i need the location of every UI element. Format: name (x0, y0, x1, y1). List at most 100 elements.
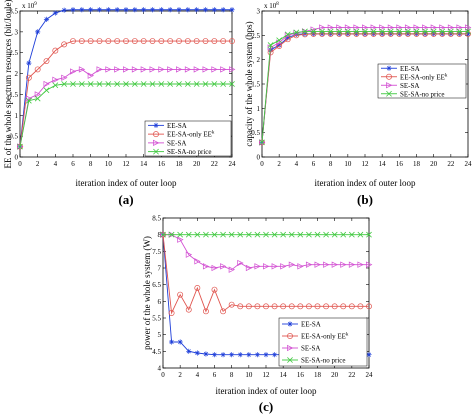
chart-2-ytick-label: 7 (158, 265, 162, 273)
chart-2-series-2 (160, 231, 373, 273)
chart-0-ytick-label: 3 (15, 28, 19, 36)
chart-0-xtick-label: 18 (176, 160, 184, 168)
chart-0-series-1-point (70, 38, 76, 44)
chart-2-series-1-point (237, 303, 244, 310)
chart-1-y-exponent: 8 (276, 2, 279, 7)
chart-2-series-3-point (228, 231, 235, 238)
chart-2-ytick-label: 5 (158, 331, 162, 339)
chart-1-series-1-line (261, 33, 468, 143)
chart-0-series-0-point (194, 7, 200, 13)
chart-0-series-3-point (105, 81, 112, 87)
chart-0-ytick-label: 2.5 (9, 49, 18, 57)
chart-1-series-3-point (259, 139, 265, 146)
chart-2-series-0-point (263, 352, 269, 358)
chart-0-series-3-point (34, 95, 41, 102)
chart-0-series-1-point (131, 38, 138, 44)
chart-1-series-3-point (430, 28, 437, 35)
chart-2-series-1-point (263, 303, 269, 310)
chart-0-legend-entry-3: SE-SA-no price (167, 148, 212, 156)
chart-2-series-1-point (211, 286, 218, 293)
chart-2-series-2-point (348, 261, 356, 268)
chart-2-series-3-point (220, 231, 226, 238)
chart-2-series-2-point (202, 263, 210, 270)
chart-0-series-3-point (202, 81, 209, 87)
chart-0-series-1-point (184, 38, 191, 44)
chart-2-ytick-label: 5.5 (152, 315, 161, 323)
chart-2-series-3-point (168, 231, 175, 238)
chart-2-series-1-point (194, 285, 201, 291)
chart-2-series-0-point (211, 352, 218, 358)
chart-2-legend-entry-2: SE-SA (301, 345, 320, 353)
chart-2-series-1-point (305, 303, 312, 310)
chart-0-series-0-point (158, 7, 164, 13)
chart-2-series-2-point (271, 263, 278, 270)
chart-0-series-3-point (140, 81, 147, 87)
chart-2-series-0-point (194, 350, 200, 356)
chart-0-series-3-point (96, 81, 103, 87)
chart-2-series-0-point (220, 352, 226, 358)
chart-2-series-2-point (237, 259, 244, 267)
chart-2-series-2-point (228, 266, 236, 273)
chart-1-xtick-label: 18 (413, 160, 421, 168)
chart-1-y-multiplier: x 108 (264, 2, 279, 10)
chart-0-series-3-point (123, 81, 129, 87)
chart-2-series-1-point (177, 291, 184, 298)
chart-0-series-0-point (220, 7, 226, 13)
chart-0-series-1-point (78, 38, 85, 44)
chart-2-panel-label: (c) (259, 399, 273, 414)
chart-1-series-3-point (439, 28, 446, 35)
chart-0-series-0-point (229, 7, 235, 13)
chart-0-series-1-point (229, 38, 235, 44)
chart-2-xtick-label: 0 (161, 371, 165, 379)
chart-1-legend-swatch-marker (386, 90, 392, 97)
chart-2-series-1-point (366, 303, 372, 310)
chart-0-series-2-point (78, 66, 86, 73)
chart-1-series-3-point (456, 28, 463, 35)
chart-0-series-3 (17, 81, 235, 150)
chart-0-series-3-point (229, 81, 235, 87)
chart-0-series-3-point (220, 81, 227, 87)
chart-0-series-0-point (185, 7, 191, 13)
chart-1-ytick-label: 2.5 (251, 32, 260, 40)
chart-0-legend-entry-1: EE-SA-only EEk (167, 131, 215, 139)
chart-2-series-2-point (331, 261, 339, 268)
chart-2-xtick-label: 22 (348, 371, 356, 379)
chart-0-xtick-label: 10 (105, 160, 113, 168)
chart-0-series-1-point (105, 38, 112, 44)
chart-0-series-0-point (26, 60, 32, 66)
chart-0-series-1-point (43, 58, 50, 65)
chart-0-series-1-line (19, 40, 232, 147)
chart-0-series-0-point (202, 7, 209, 13)
chart-0-legend-box (144, 120, 232, 157)
chart-0-series-0-point (167, 7, 173, 13)
chart-2-ytick-label: 4 (158, 365, 162, 373)
chart-2-series-2-point (366, 261, 373, 268)
chart-2-series-3-point (366, 231, 372, 238)
chart-0-series-1-point (193, 38, 200, 44)
chart-0-series-1-point (202, 38, 209, 44)
chart-2-series-2-point (305, 261, 313, 268)
chart-2-xtick-label: 16 (297, 371, 305, 379)
chart-0-ytick-label: 2 (15, 70, 19, 78)
chart-1-series-3-point (370, 28, 377, 35)
chart-2-series-2-point (288, 261, 296, 268)
chart-2-series-1-point (185, 306, 192, 313)
chart-0-series-2-point (140, 66, 148, 73)
chart-2-series-3-point (194, 231, 201, 238)
chart-0-xtick-label: 2 (36, 160, 40, 168)
chart-1-series-2-point (430, 24, 438, 31)
chart-0-series-3-point (176, 81, 182, 87)
chart-1-series-2-point (319, 24, 326, 31)
chart-0-series-0-point (176, 7, 182, 13)
chart-2-series-0-point (203, 351, 209, 357)
chart-2-series-2-point (340, 261, 347, 268)
chart-0-xtick-label: 4 (54, 160, 58, 168)
chart-0-series-2-point (229, 66, 236, 73)
chart-2-legend-box (278, 317, 368, 367)
chart-2-series-3-point (357, 231, 364, 238)
chart-1-series-2-point (336, 24, 343, 31)
chart-0-legend-entry-1-superscript: k (212, 131, 215, 136)
chart-1-series-2-point (456, 24, 463, 31)
chart-2-series-3-point (340, 231, 347, 238)
chart-1-series-3-point (319, 28, 325, 35)
